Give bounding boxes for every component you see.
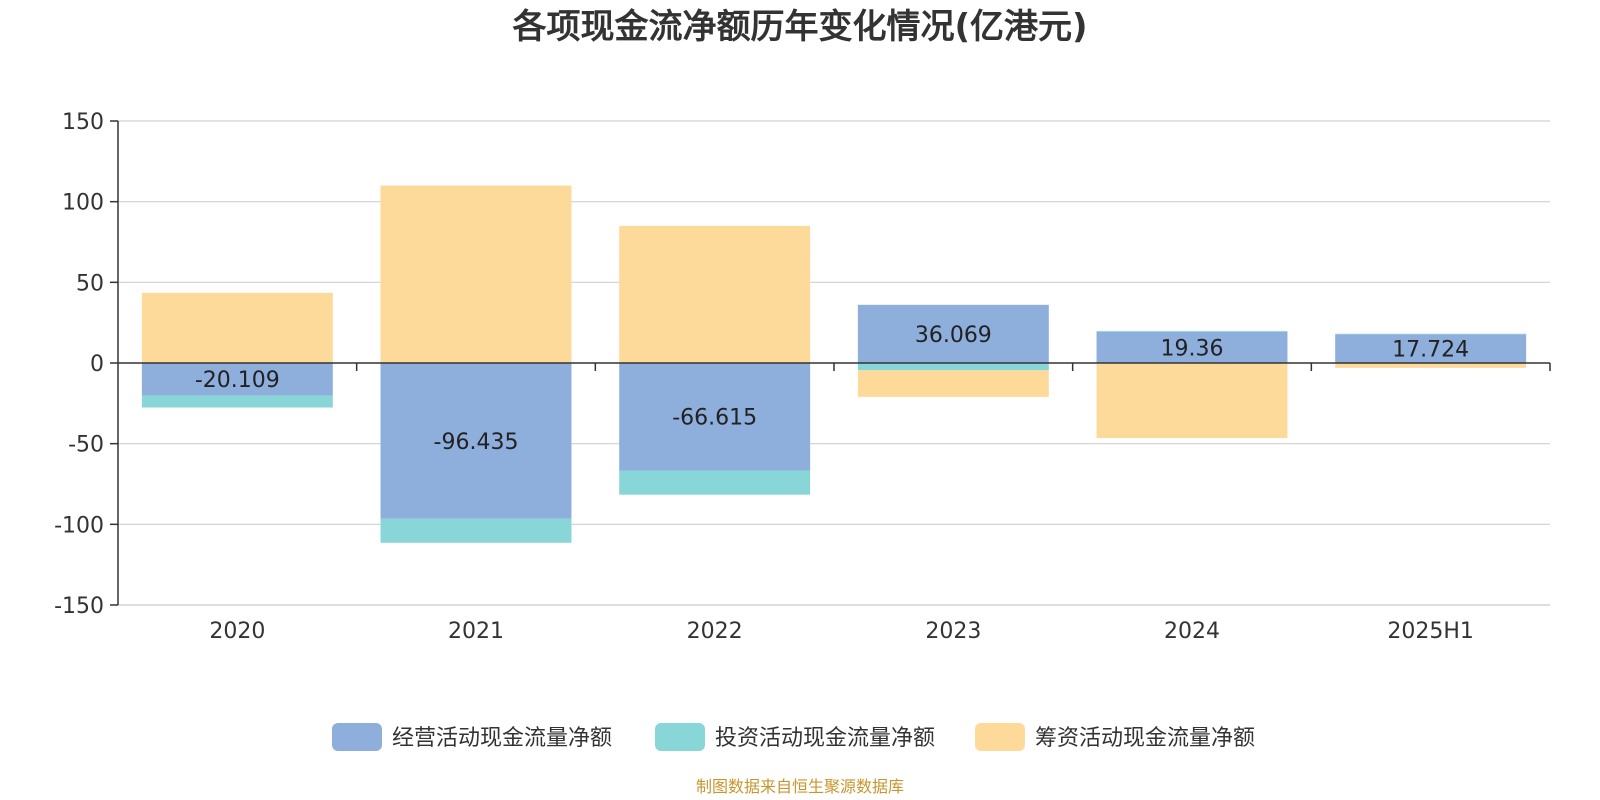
bar-series-1-2022 bbox=[619, 363, 811, 471]
legend-label: 筹资活动现金流量净额 bbox=[1035, 726, 1255, 751]
x-tick-label: 2022 bbox=[687, 619, 743, 644]
data-labels: -20.109 -96.435 -66.615 36.069 19.36 17.724 bbox=[195, 323, 1469, 455]
data-label: -66.615 bbox=[672, 406, 757, 431]
y-tick-label: -150 bbox=[54, 594, 104, 619]
x-tick-label: 2020 bbox=[209, 619, 265, 644]
legend-swatch bbox=[975, 723, 1025, 751]
bars bbox=[141, 185, 1527, 543]
bar-series-3-2022 bbox=[619, 225, 811, 363]
bar-series-2-2020 bbox=[141, 395, 333, 408]
data-label: 36.069 bbox=[915, 323, 992, 348]
y-tick-label: -50 bbox=[68, 433, 104, 458]
bar-series-1-2024 bbox=[1096, 331, 1288, 363]
grid-lines bbox=[118, 120, 1550, 606]
y-tick-label: 0 bbox=[90, 352, 104, 377]
data-label: 17.724 bbox=[1392, 338, 1469, 363]
legend-item-3[interactable]: 筹资活动现金流量净额 bbox=[975, 723, 1255, 751]
bar-series-2-2021 bbox=[380, 518, 572, 543]
data-label: -20.109 bbox=[195, 368, 280, 393]
bar-series-3-2024 bbox=[1096, 363, 1288, 439]
bar-series-1-2025H1 bbox=[1335, 334, 1527, 363]
chart-title: 各项现金流净额历年变化情况(亿港元) bbox=[512, 7, 1087, 47]
data-label: -96.435 bbox=[434, 430, 519, 455]
legend: 经营活动现金流量净额 投资活动现金流量净额 筹资活动现金流量净额 bbox=[332, 723, 1255, 751]
bar-series-2-2024 bbox=[1096, 330, 1288, 332]
bar-series-3-2021 bbox=[380, 185, 572, 363]
legend-swatch bbox=[332, 723, 382, 751]
legend-swatch bbox=[655, 723, 705, 751]
bar-series-2-2023 bbox=[857, 363, 1049, 371]
x-tick-label: 2024 bbox=[1164, 619, 1220, 644]
y-tick-label: 100 bbox=[62, 191, 104, 216]
x-tick-label: 2021 bbox=[448, 619, 504, 644]
y-tick-label: 150 bbox=[62, 110, 104, 135]
bar-series-3-2025H1 bbox=[1335, 363, 1527, 368]
legend-label: 投资活动现金流量净额 bbox=[715, 726, 935, 751]
legend-item-1[interactable]: 经营活动现金流量净额 bbox=[332, 723, 612, 751]
bar-series-3-2023 bbox=[857, 370, 1049, 397]
data-label: 19.36 bbox=[1161, 336, 1224, 361]
legend-item-2[interactable]: 投资活动现金流量净额 bbox=[655, 723, 935, 751]
bar-series-1-2020 bbox=[141, 363, 333, 396]
bar-series-2-2025H1 bbox=[1335, 333, 1527, 335]
source-note: 制图数据来自恒生聚源数据库 bbox=[696, 777, 904, 796]
bar-series-1-2021 bbox=[380, 363, 572, 519]
bar-series-3-2020 bbox=[141, 292, 333, 363]
y-tick-label: -100 bbox=[54, 513, 104, 538]
bar-series-2-2022 bbox=[619, 470, 811, 495]
x-tick-label: 2025H1 bbox=[1387, 619, 1474, 644]
y-tick-label: 50 bbox=[76, 271, 104, 296]
axes: 150 100 50 0 -50 -100 -150 2020 2021 2022 2023 2024… bbox=[54, 110, 1551, 644]
legend-label: 经营活动现金流量净额 bbox=[392, 726, 612, 751]
x-tick-label: 2023 bbox=[925, 619, 981, 644]
bar-series-1-2023 bbox=[857, 304, 1049, 363]
